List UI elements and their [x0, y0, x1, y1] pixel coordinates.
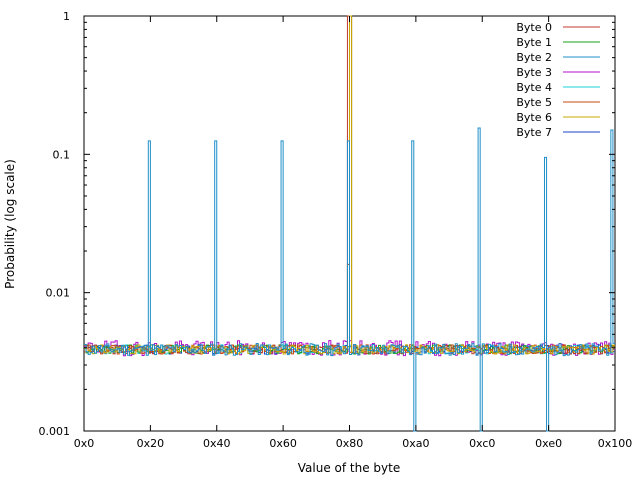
x-tick-label: 0x40: [203, 437, 231, 450]
legend-label: Byte 6: [516, 111, 552, 124]
legend-label: Byte 7: [516, 126, 552, 139]
legend-label: Byte 1: [516, 36, 552, 49]
x-tick-label: 0xa0: [402, 437, 429, 450]
x-tick-label: 0x100: [598, 437, 633, 450]
x-tick-label: 0xe0: [535, 437, 562, 450]
y-axis: 1 0.1 0.01 0.001: [39, 10, 615, 438]
legend-label: Byte 4: [516, 81, 552, 94]
x-tick-label: 0x0: [74, 437, 95, 450]
legend-label: Byte 5: [516, 96, 552, 109]
series-line-byte-2: [84, 127, 615, 432]
y-axis-label: Probability (log scale): [3, 159, 17, 289]
x-tick-label: 0xc0: [469, 437, 495, 450]
legend-label: Byte 3: [516, 66, 552, 79]
y-tick-label: 1: [63, 10, 70, 23]
x-tick-label: 0x20: [137, 437, 165, 450]
series-layer: [84, 15, 615, 432]
x-tick-label: 0x60: [269, 437, 297, 450]
x-axis-label: Value of the byte: [298, 461, 400, 475]
x-tick-label: 0x80: [336, 437, 364, 450]
legend: Byte 0 Byte 1 Byte 2 Byte 3 Byte 4 Byte 5 Byte…: [516, 21, 600, 139]
y-tick-label: 0.01: [46, 287, 71, 300]
x-axis: 0x0 0x20 0x40 0x60 0x80 0xa0 0xc0 0xe0 0x100: [74, 16, 633, 450]
legend-label: Byte 0: [516, 21, 552, 34]
y-tick-label: 0.001: [39, 425, 71, 438]
y-tick-label: 0.1: [53, 148, 71, 161]
legend-label: Byte 2: [516, 51, 552, 64]
